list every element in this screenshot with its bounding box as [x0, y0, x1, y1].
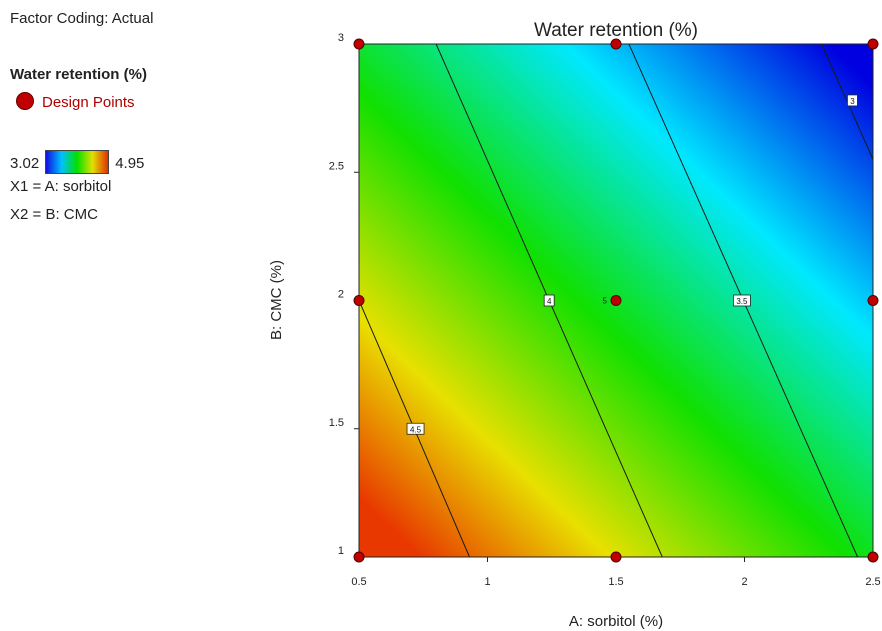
x1-definition: X1 = A: sorbitol [10, 178, 112, 195]
design-point [867, 295, 879, 306]
x-tick-label: 2.5 [865, 576, 880, 588]
y-tick-label: 2.5 [329, 160, 344, 172]
design-points-legend: Design Points [16, 92, 135, 111]
design-point [610, 551, 622, 563]
contour-label-box [733, 294, 751, 307]
design-point [867, 38, 879, 50]
contour-label: 3.5 [736, 297, 748, 306]
y-tick-label: 2 [338, 289, 344, 301]
contour-label: 3 [850, 97, 855, 106]
design-point [610, 295, 622, 306]
contour-label-box [847, 94, 858, 107]
contour-label-box [543, 294, 555, 307]
contour-label: 4 [547, 297, 552, 306]
contour-label-box [406, 422, 425, 435]
design-point [610, 38, 622, 50]
y-tick-label: 1.5 [329, 417, 344, 429]
x-tick-label: 0.5 [351, 576, 366, 588]
factor-coding-label: Factor Coding: Actual [10, 10, 154, 27]
x2-definition: X2 = B: CMC [10, 206, 98, 223]
y-axis-label: B: CMC (%) [268, 260, 285, 340]
design-point-count: 5 [603, 297, 608, 306]
x-tick-label: 1.5 [608, 576, 623, 588]
x-tick-label: 1 [484, 576, 490, 588]
response-name: Water retention (%) [10, 66, 147, 83]
x-tick-label: 2 [741, 576, 747, 588]
design-point [867, 551, 879, 563]
design-point [353, 295, 365, 306]
color-scale: 3.02 4.95 [10, 150, 144, 174]
chart-title: Water retention (%) [534, 20, 698, 41]
design-point [353, 551, 365, 563]
y-tick-label: 1 [338, 545, 344, 557]
color-scale-max: 4.95 [115, 155, 145, 172]
y-tick-label: 3 [338, 32, 344, 44]
design-point-marker-icon [16, 92, 34, 110]
design-points-label: Design Points [42, 94, 135, 111]
contour-label: 4.5 [410, 425, 422, 434]
design-point [353, 38, 365, 50]
color-scale-min: 3.02 [10, 155, 40, 172]
x-axis-label: A: sorbitol (%) [569, 613, 663, 630]
color-scale-bar [45, 150, 110, 174]
